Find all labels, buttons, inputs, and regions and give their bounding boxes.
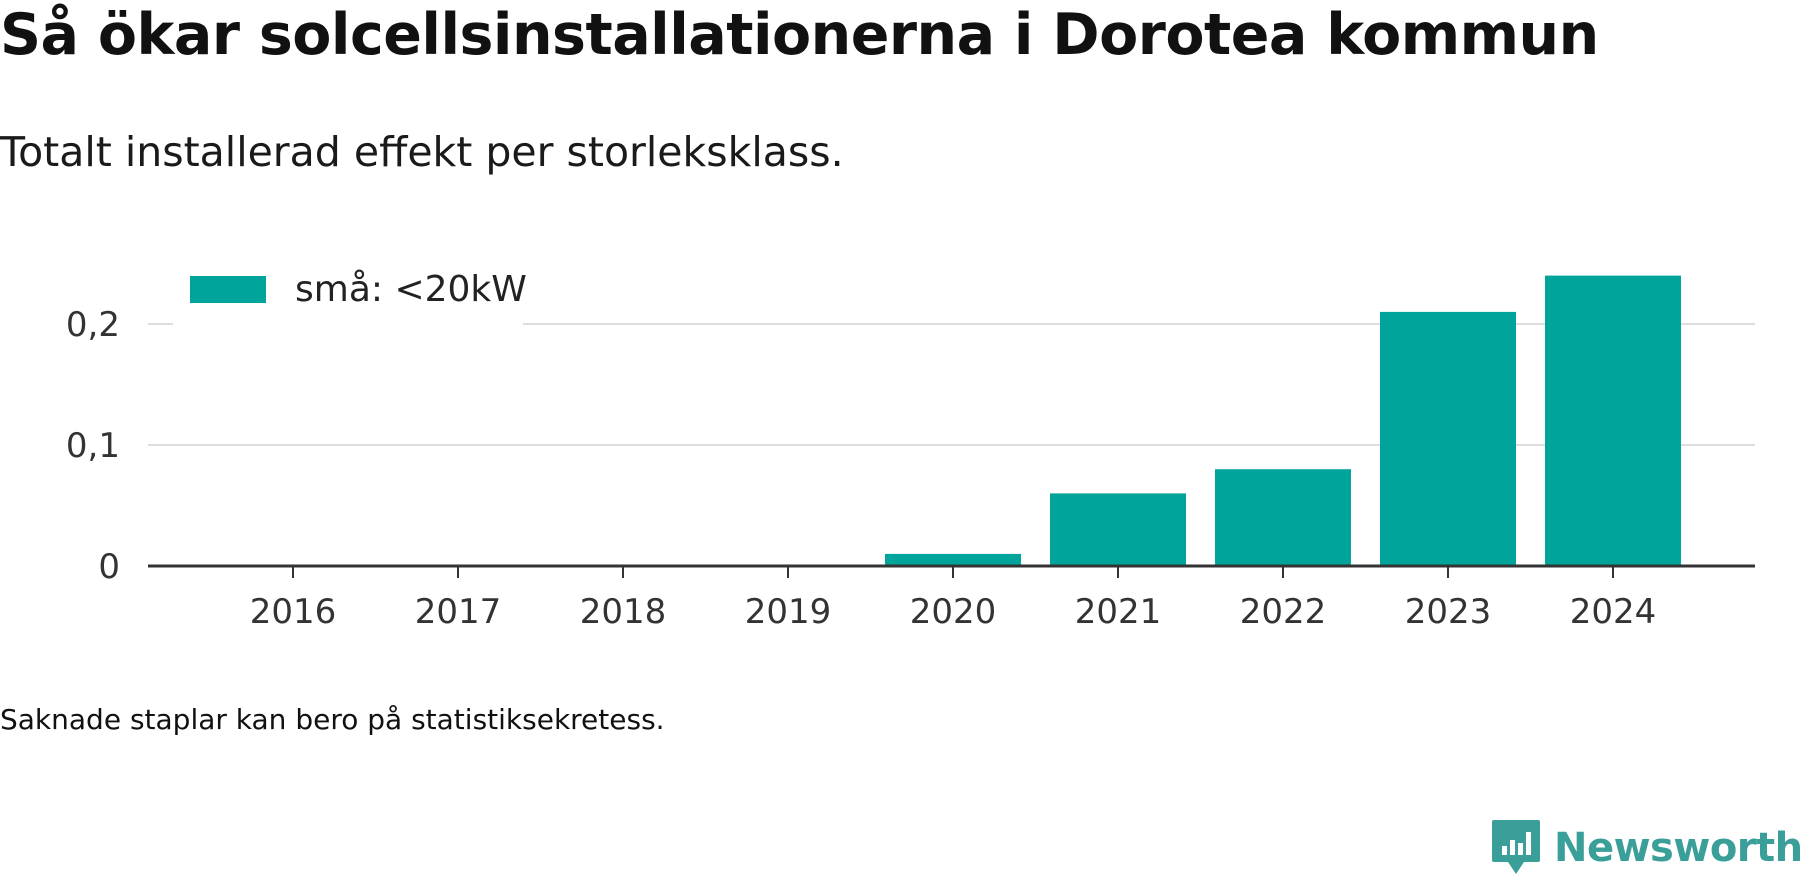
x-axis-ticks: 2016 2017 2018 2019 2020 2021 2022 2023 2024 (250, 566, 1657, 632)
bar-2020 (885, 553, 1021, 566)
x-tick-label: 2018 (580, 592, 667, 632)
y-tick-label: 0,1 (66, 426, 120, 466)
x-tick-label: 2021 (1075, 592, 1162, 632)
x-tick-label: 2019 (745, 592, 832, 632)
x-tick-label: 2020 (910, 592, 997, 632)
brand-name: Newsworthy (1554, 825, 1800, 871)
y-axis-ticks: 0 0,1 0,2 (66, 305, 120, 587)
footnote: Saknade staplar kan bero på statistiksek… (0, 703, 665, 736)
chart-subtitle: Totalt installerad effekt per storlekskl… (0, 128, 844, 176)
bar-2022 (1215, 469, 1351, 566)
x-tick-label: 2017 (415, 592, 502, 632)
x-tick-label: 2016 (250, 592, 337, 632)
bar-2023 (1380, 311, 1516, 566)
x-tick-label: 2024 (1570, 592, 1657, 632)
bar-2021 (1050, 493, 1186, 566)
x-tick-label: 2023 (1405, 592, 1492, 632)
newsworthy-logo-icon (1492, 820, 1540, 874)
brand-logo: Newsworthy (1490, 818, 1800, 878)
bar-2024 (1545, 275, 1681, 566)
chart-title: Så ökar solcellsinstallationerna i Dorot… (0, 2, 1599, 68)
legend-label: små: <20kW (295, 269, 527, 310)
legend-swatch (190, 276, 266, 303)
x-tick-label: 2022 (1240, 592, 1327, 632)
y-tick-label: 0 (98, 547, 120, 587)
y-tick-label: 0,2 (66, 305, 120, 345)
legend: små: <20kW (173, 269, 527, 326)
bars (885, 275, 1681, 566)
